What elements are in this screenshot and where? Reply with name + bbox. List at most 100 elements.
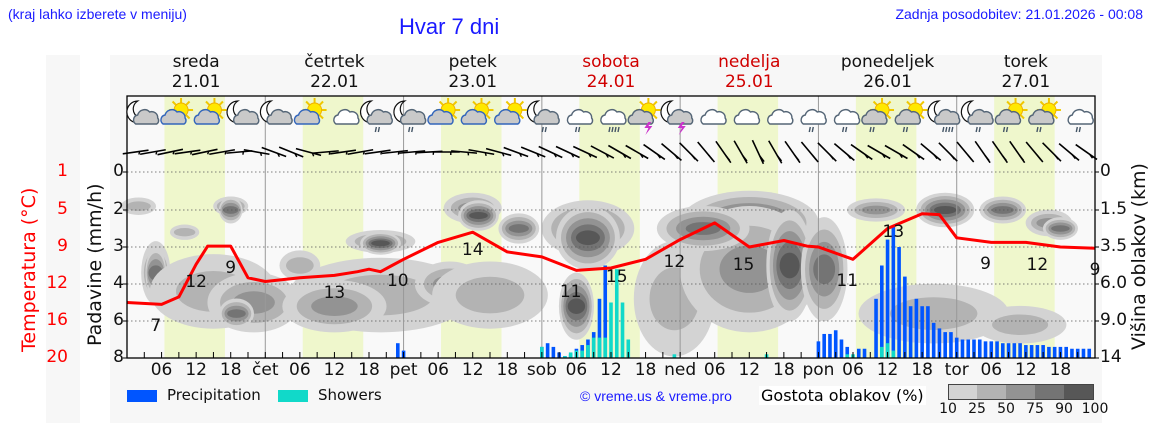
precipitation-bar (920, 306, 924, 358)
axis-tick-label: 20 (46, 347, 68, 367)
partly-sunny-icon (460, 98, 494, 125)
showers-bar (568, 352, 573, 358)
precipitation-bar (931, 322, 936, 358)
time-tick-label: 06 (427, 360, 449, 380)
axis-tick-label: 6 (113, 310, 124, 330)
precipitation-bar (545, 343, 550, 358)
showers-bar (603, 337, 608, 358)
precipitation-bar (597, 298, 602, 358)
precipitation-bar (977, 339, 982, 358)
axis-tick-label: 1 (57, 161, 68, 181)
time-tick-label: 18 (1049, 360, 1072, 380)
cloud-density-swatch (1035, 384, 1064, 400)
partly-sunny-icon (193, 98, 227, 125)
showers-bar (580, 350, 584, 358)
cloud-density-title: Gostota oblakov (%) (759, 386, 926, 405)
axis-tick-label: 1.5 (1100, 199, 1128, 219)
precipitation-bar (1006, 343, 1011, 358)
precipitation-bar (943, 332, 947, 358)
time-tick-label: pet (389, 360, 418, 380)
time-tick-label: ned (664, 360, 697, 380)
precipitation-bar (1081, 348, 1086, 358)
precipitation-bar (1024, 345, 1028, 358)
temperature-extreme-label: 13 (882, 221, 905, 242)
temperature-line (126, 212, 1096, 306)
precipitation-bar (1001, 343, 1005, 358)
copyright-link[interactable]: © vreme.us & vreme.pro (580, 388, 732, 404)
night-rain-light-icon (359, 100, 393, 133)
cloudy-icon (700, 109, 727, 125)
cloud-density-swatch (1006, 384, 1035, 400)
showers-bar (586, 345, 590, 358)
night-cloudy-icon (126, 100, 160, 125)
cloud-density-label: 90 (1055, 401, 1073, 417)
day-name: nedelja (718, 52, 781, 72)
time-tick-label: 12 (1015, 360, 1037, 380)
precipitation-legend-swatch (127, 390, 157, 402)
axis-tick-label: 16 (46, 310, 68, 330)
showers-legend-label: Showers (318, 386, 382, 404)
precipitation-bar (822, 333, 826, 358)
precipitation-bar (1087, 348, 1092, 358)
precipitation-bar (1018, 343, 1022, 358)
axis-tick-label: 0 (113, 161, 124, 181)
time-tick-label: 12 (600, 360, 622, 380)
axis-tick-label: 8 (113, 347, 124, 367)
axis-tick-label: 4 (113, 273, 124, 293)
night-rain-light-icon (960, 100, 994, 133)
time-tick-label: 06 (703, 360, 726, 380)
partly-sunny-icon (427, 98, 461, 125)
day-date: 27.01 (1001, 72, 1051, 92)
time-tick-label: 18 (219, 360, 242, 380)
axis-tick-label: 3.5 (1100, 236, 1128, 256)
sun-rain-icon (861, 98, 895, 133)
precipitation-bar (856, 348, 861, 358)
precipitation-bar (1047, 346, 1051, 358)
day-date: 21.01 (171, 72, 221, 92)
cloud-height-axis-title: Višina oblakov (km) (1128, 163, 1150, 350)
temperature-axis-panel (46, 55, 80, 423)
cloudy-rain-light-icon (566, 109, 594, 133)
precipitation-bar (816, 341, 821, 358)
axis-tick-label: 3 (113, 236, 124, 256)
temperature-extreme-label: 11 (559, 282, 582, 303)
time-tick-label: 12 (876, 360, 899, 380)
cloud-density-label: 50 (997, 401, 1015, 417)
cloudy-rain-light-icon (800, 109, 827, 133)
day-name: ponedeljek (840, 52, 935, 72)
showers-bar (885, 343, 890, 358)
cloud-density-label: 75 (1026, 401, 1044, 417)
cloudy-rain-light-icon (833, 109, 861, 133)
time-tick-label: 18 (358, 360, 380, 380)
cloudy-white-icon (333, 109, 360, 125)
sun-rain-light-icon (994, 98, 1028, 133)
partly-sunny-icon (293, 98, 327, 125)
showers-bar (672, 354, 677, 358)
precipitation-bar (551, 346, 556, 358)
precipitation-bar (862, 348, 867, 358)
time-tick-label: 18 (773, 360, 795, 380)
precipitation-bar (966, 339, 971, 358)
time-tick-label: 12 (461, 360, 484, 380)
axis-tick-label: 6.0 (1100, 273, 1128, 293)
last-updated: Zadnja posodobitev: 21.01.2026 - 00:08 (895, 6, 1143, 22)
precipitation-bar (885, 239, 890, 358)
time-tick-label: 12 (185, 360, 207, 380)
time-tick-label: tor (944, 360, 969, 380)
showers-bar (891, 350, 896, 358)
sun-rain-light-icon (1028, 98, 1061, 133)
showers-bar (614, 269, 619, 358)
night-thunder-icon (660, 100, 694, 135)
temperature-extreme-label: 9 (225, 258, 237, 279)
temperature-extreme-label: 9 (980, 254, 991, 275)
precipitation-bar (949, 332, 953, 358)
axis-tick-label: 0 (1100, 161, 1111, 181)
axis-tick-label: 9.0 (1100, 310, 1128, 330)
precipitation-bar (989, 341, 994, 358)
cloudy-rain-heavy-icon (600, 109, 627, 133)
day-header-5: ponedeljek 26.01 (823, 52, 953, 92)
time-tick-label: 06 (289, 360, 311, 380)
cloudy-rain-light-icon (1067, 109, 1094, 133)
axis-tick-label: 2 (113, 199, 124, 219)
